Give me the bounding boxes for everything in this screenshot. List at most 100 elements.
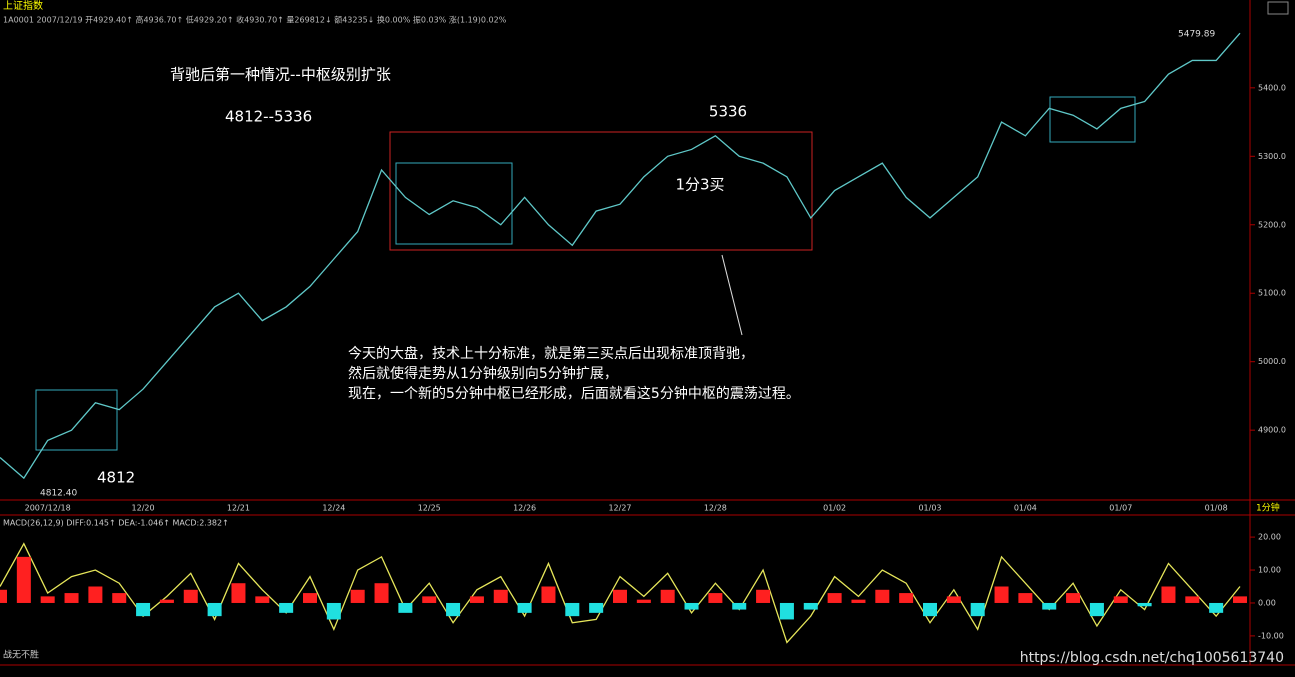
macd-bar <box>422 596 437 603</box>
pivot-box <box>395 162 513 245</box>
price-line <box>0 32 1241 480</box>
macd-bar <box>660 589 675 603</box>
macd-bar <box>493 589 508 603</box>
y-tick-label: 10.00 <box>1258 566 1281 575</box>
macd-bar <box>756 589 771 603</box>
macd-bar <box>183 589 198 603</box>
pivot-box <box>35 389 118 451</box>
y-tick-label: 0.00 <box>1258 598 1276 607</box>
macd-bar <box>1018 593 1033 603</box>
macd-bar <box>112 593 127 603</box>
macd-bar <box>1042 602 1057 610</box>
macd-title: MACD(26,12,9) DIFF:0.145↑ DEA:-1.046↑ MA… <box>3 519 229 528</box>
x-tick-label: 12/21 <box>227 504 250 513</box>
annotation: 1分3买 <box>675 176 724 194</box>
y-tick-label: 5400.0 <box>1258 83 1286 92</box>
annotation: 今天的大盘，技术上十分标准，就是第三买点后出现标准顶背驰， <box>348 345 754 362</box>
macd-bar <box>231 583 246 603</box>
x-tick-label: 12/20 <box>132 504 155 513</box>
pointer <box>721 254 743 336</box>
pivot-box <box>1049 96 1136 143</box>
x-tick-label: 01/03 <box>918 504 941 513</box>
macd-bar <box>16 556 31 603</box>
macd-bar <box>88 586 103 603</box>
macd-bar <box>851 599 866 603</box>
macd-bar <box>708 593 723 603</box>
y-tick-label: 4900.0 <box>1258 426 1286 435</box>
macd-bar <box>0 589 7 603</box>
macd-bar <box>159 599 174 603</box>
macd-bar <box>803 602 818 610</box>
annotation: 5336 <box>709 103 747 121</box>
x-tick-label: 01/08 <box>1205 504 1228 513</box>
y-tick-label: 5200.0 <box>1258 220 1286 229</box>
macd-bar <box>636 599 651 603</box>
macd-bar <box>1137 602 1152 607</box>
macd-bar <box>40 596 55 603</box>
macd-bar <box>326 602 341 620</box>
macd-bar <box>279 602 294 613</box>
annotation: 然后就使得走势从1分钟级别向5分钟扩展， <box>348 365 618 382</box>
x-tick-label: 12/26 <box>513 504 536 513</box>
x-tick-label: 01/04 <box>1014 504 1037 513</box>
macd-bar <box>541 586 556 603</box>
macd-bar <box>1113 596 1128 603</box>
macd-bar <box>1161 586 1176 603</box>
macd-bar <box>994 586 1009 603</box>
macd-bar <box>446 602 461 617</box>
y-tick-label: 20.00 <box>1258 533 1281 542</box>
macd-bar <box>827 593 842 603</box>
macd-bar <box>1233 596 1247 603</box>
macd-bar <box>970 602 985 617</box>
x-tick-label: 01/07 <box>1109 504 1132 513</box>
y-tick-label: -10.00 <box>1258 631 1284 640</box>
macd-bar <box>207 602 222 617</box>
macd-bar <box>350 589 365 603</box>
footer-left: 战无不胜 <box>3 650 39 661</box>
x-tick-label: 2007/12/18 <box>25 504 71 513</box>
macd-bar <box>1089 602 1104 617</box>
macd-bar <box>875 589 890 603</box>
macd-bar <box>684 602 699 610</box>
pivot-box-5min <box>389 131 813 251</box>
macd-bar <box>469 596 484 603</box>
x-tick-label: 12/28 <box>704 504 727 513</box>
y-tick-label: 5300.0 <box>1258 152 1286 161</box>
macd-bar <box>1066 593 1081 603</box>
macd-bar <box>899 593 914 603</box>
x-tick-label: 01/02 <box>823 504 846 513</box>
annotation: 4812 <box>97 469 135 487</box>
macd-bar <box>303 593 317 603</box>
macd-bar <box>732 602 747 610</box>
diff-line <box>0 542 1241 644</box>
info-line: 1A0001 2007/12/19 开4929.40↑ 高4936.70↑ 低4… <box>3 15 507 25</box>
window-button <box>1267 1 1289 15</box>
annotation: 4812.40 <box>40 489 77 499</box>
chart-title: 背驰后第一种情况--中枢级别扩张 <box>170 66 391 84</box>
macd-bar <box>255 596 270 603</box>
macd-bar <box>374 583 389 603</box>
annotation: 5479.89 <box>1178 30 1215 40</box>
macd-bar <box>779 602 794 620</box>
macd-bar <box>136 602 151 617</box>
annotation: 现在，一个新的5分钟中枢已经形成，后面就看这5分钟中枢的震荡过程。 <box>348 385 800 402</box>
macd-bar <box>946 596 961 603</box>
y-tick-label: 5100.0 <box>1258 289 1286 298</box>
annotation: 4812--5336 <box>225 108 312 126</box>
x-tick-label: 12/27 <box>608 504 631 513</box>
period: 1分钟 <box>1256 502 1280 514</box>
macd-bar <box>1185 596 1200 603</box>
index-name: 上证指数 <box>3 0 43 12</box>
macd-bar <box>64 593 79 603</box>
macd-bar <box>517 602 532 613</box>
macd-bar <box>565 602 580 617</box>
macd-bar <box>923 602 937 617</box>
macd-bar <box>589 602 604 613</box>
x-tick-label: 12/24 <box>322 504 345 513</box>
y-tick-label: 5000.0 <box>1258 357 1286 366</box>
macd-bar <box>613 589 627 603</box>
macd-bar <box>1209 602 1224 613</box>
x-tick-label: 12/25 <box>418 504 441 513</box>
